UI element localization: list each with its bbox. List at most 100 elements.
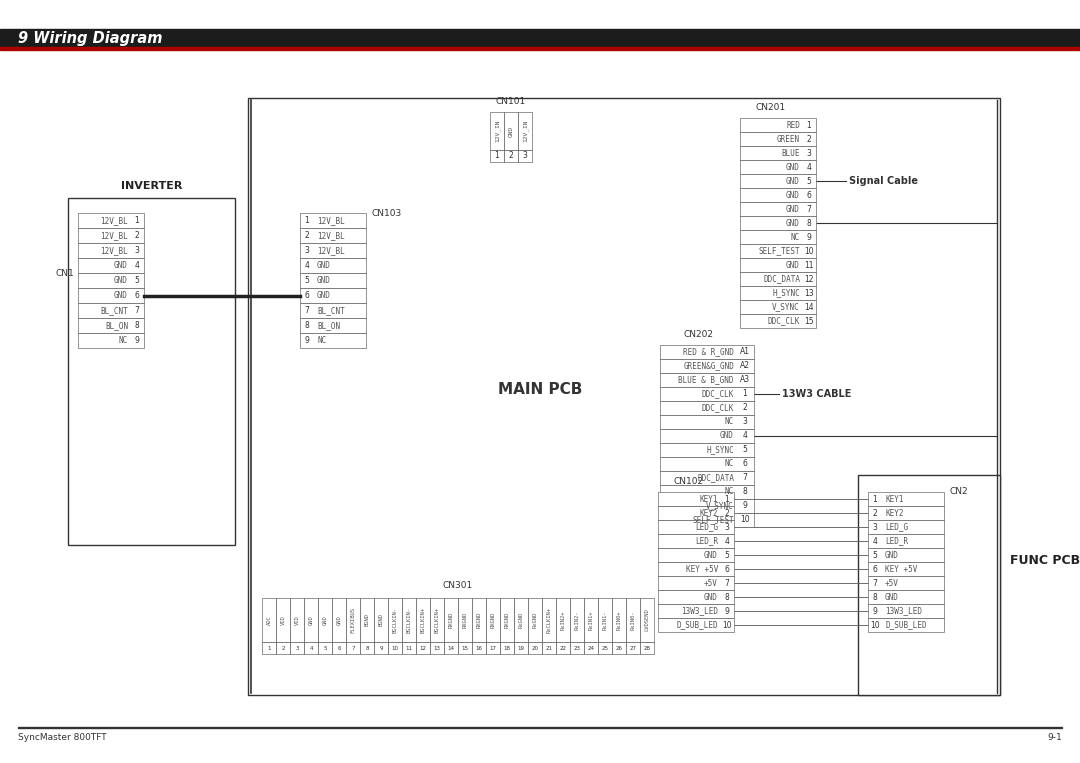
- Text: 5: 5: [135, 276, 139, 285]
- Text: 8: 8: [135, 321, 139, 330]
- Text: RED: RED: [786, 121, 800, 130]
- Bar: [740, 118, 816, 132]
- Bar: [360, 598, 374, 642]
- Text: 6: 6: [743, 459, 747, 468]
- Text: 7: 7: [351, 645, 354, 651]
- Bar: [360, 642, 374, 654]
- Text: 8: 8: [873, 593, 877, 601]
- Bar: [458, 642, 472, 654]
- Text: 3: 3: [725, 523, 729, 532]
- Bar: [612, 598, 626, 642]
- Text: 22: 22: [559, 645, 567, 651]
- Text: 13: 13: [805, 288, 814, 298]
- Text: LVDSEND: LVDSEND: [645, 609, 649, 631]
- Bar: [248, 98, 1000, 695]
- Text: 10: 10: [740, 516, 750, 524]
- Bar: [542, 642, 556, 654]
- Bar: [490, 150, 504, 162]
- Bar: [868, 590, 944, 604]
- Bar: [18, 727, 1062, 728]
- Bar: [598, 642, 612, 654]
- Text: 2: 2: [135, 231, 139, 240]
- Bar: [658, 618, 734, 632]
- Text: GREEN&G_GND: GREEN&G_GND: [684, 362, 734, 371]
- Bar: [740, 146, 816, 160]
- Bar: [402, 642, 416, 654]
- Text: 13W3 CABLE: 13W3 CABLE: [782, 389, 851, 399]
- Bar: [658, 506, 734, 520]
- Bar: [78, 318, 144, 333]
- Bar: [444, 642, 458, 654]
- Text: 2: 2: [873, 508, 877, 517]
- Bar: [660, 415, 754, 429]
- Text: CN103: CN103: [372, 208, 402, 217]
- Bar: [868, 562, 944, 576]
- Text: RxCLKIN+: RxCLKIN+: [546, 607, 552, 633]
- Text: RxGND: RxGND: [532, 612, 538, 628]
- Bar: [291, 598, 303, 642]
- Text: V_SYNC: V_SYNC: [706, 501, 734, 510]
- Bar: [660, 373, 754, 387]
- Text: BL_ON: BL_ON: [105, 321, 129, 330]
- Bar: [500, 642, 514, 654]
- Bar: [262, 598, 276, 642]
- Bar: [300, 243, 366, 258]
- Text: CN201: CN201: [756, 103, 786, 112]
- Bar: [332, 598, 346, 642]
- Text: 12V_IN: 12V_IN: [523, 120, 528, 142]
- Bar: [584, 642, 598, 654]
- Text: RxIN1+: RxIN1+: [589, 610, 594, 629]
- Text: LED_R: LED_R: [885, 536, 908, 546]
- Bar: [514, 598, 528, 642]
- Text: RED & R_GND: RED & R_GND: [684, 347, 734, 356]
- Text: 1: 1: [873, 494, 877, 504]
- Bar: [660, 387, 754, 401]
- Text: SELF_TEST: SELF_TEST: [692, 516, 734, 524]
- Text: GND: GND: [704, 593, 718, 601]
- Bar: [740, 272, 816, 286]
- Bar: [740, 216, 816, 230]
- Bar: [658, 534, 734, 548]
- Text: RxIN2+: RxIN2+: [561, 610, 566, 629]
- Text: GREEN: GREEN: [777, 134, 800, 143]
- Bar: [486, 598, 500, 642]
- Text: 21: 21: [545, 645, 553, 651]
- Bar: [300, 333, 366, 348]
- Text: RXGND: RXGND: [448, 612, 454, 628]
- Text: 5: 5: [323, 645, 327, 651]
- Bar: [868, 576, 944, 590]
- Bar: [486, 642, 500, 654]
- Text: GND: GND: [720, 432, 734, 440]
- Text: 12V_BL: 12V_BL: [318, 231, 345, 240]
- Text: DDC_CLK: DDC_CLK: [768, 317, 800, 326]
- Text: 7: 7: [743, 474, 747, 482]
- Bar: [660, 499, 754, 513]
- Text: GND: GND: [786, 176, 800, 185]
- Text: ADC: ADC: [267, 615, 271, 625]
- Text: INVERTER: INVERTER: [121, 181, 183, 191]
- Text: RXGND: RXGND: [462, 612, 468, 628]
- Bar: [740, 258, 816, 272]
- Bar: [346, 598, 360, 642]
- Bar: [660, 485, 754, 499]
- Text: H_SYNC: H_SYNC: [706, 446, 734, 455]
- Bar: [78, 228, 144, 243]
- Bar: [300, 303, 366, 318]
- Text: D_SUB_LED: D_SUB_LED: [885, 620, 927, 629]
- Text: 4: 4: [309, 645, 313, 651]
- Bar: [514, 642, 528, 654]
- Text: 19: 19: [517, 645, 525, 651]
- Text: 2: 2: [725, 508, 729, 517]
- Text: BGCLKIN+: BGCLKIN+: [434, 607, 440, 633]
- Text: VID: VID: [281, 615, 285, 625]
- Text: 2: 2: [281, 645, 285, 651]
- Text: 12V_BL: 12V_BL: [100, 246, 129, 255]
- Bar: [658, 562, 734, 576]
- Text: 5: 5: [873, 550, 877, 559]
- Text: GND: GND: [114, 291, 129, 300]
- Bar: [78, 213, 144, 228]
- Bar: [303, 598, 318, 642]
- Text: NC: NC: [725, 417, 734, 427]
- Text: 2: 2: [305, 231, 309, 240]
- Bar: [504, 150, 518, 162]
